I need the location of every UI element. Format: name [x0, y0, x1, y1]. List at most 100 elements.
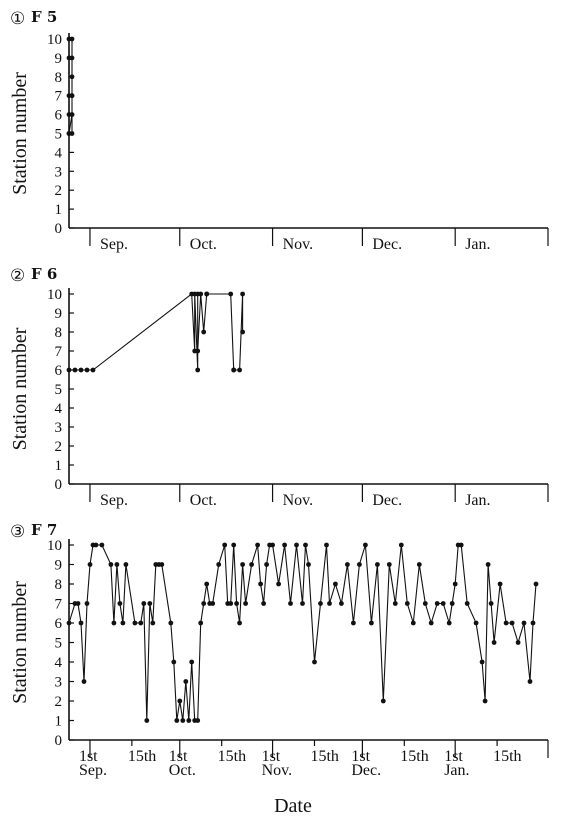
data-point	[234, 601, 240, 606]
data-point	[482, 698, 488, 704]
data-point	[168, 620, 174, 626]
data-point	[416, 562, 422, 567]
data-point	[434, 601, 440, 606]
y-tick-label: 9	[55, 558, 63, 574]
y-axis-label: Station number	[9, 327, 31, 450]
data-point	[464, 601, 470, 606]
data-point	[198, 620, 204, 626]
month-label: Sep.	[79, 762, 107, 779]
data-point	[288, 601, 293, 606]
data-point	[222, 542, 228, 548]
data-point	[306, 562, 311, 567]
data-point	[186, 718, 192, 723]
data-point	[120, 620, 126, 626]
data-point	[189, 659, 195, 665]
y-tick-label: 2	[55, 183, 63, 199]
data-point	[282, 542, 287, 548]
panel-title: F 5	[31, 8, 57, 26]
data-point	[69, 112, 75, 117]
y-tick-label: 1	[55, 714, 63, 730]
y-tick-label: 2	[55, 439, 63, 455]
data-point	[177, 698, 183, 704]
data-point	[243, 601, 249, 606]
y-tick-label: 10	[47, 32, 62, 48]
data-point	[72, 367, 78, 373]
data-point	[195, 348, 201, 354]
month-label: Oct.	[169, 762, 196, 779]
data-point	[440, 601, 446, 606]
data-point	[240, 562, 246, 567]
data-point	[479, 659, 485, 665]
chart-panel-f5: ① F 5 0 1 2 3 4 5 6 7 8 9 10 Station number Sep. Oct.…	[9, 8, 549, 253]
data-point	[428, 620, 434, 626]
day-label: 1st	[351, 748, 370, 765]
mid-month-label: 15th	[400, 748, 428, 765]
data-point	[255, 542, 260, 548]
data-point	[515, 640, 521, 645]
month-label: Jan.	[465, 492, 490, 509]
month-label: Nov.	[283, 236, 314, 253]
data-point	[270, 542, 275, 548]
data-point	[458, 542, 464, 548]
panel-title: F 7	[31, 521, 57, 539]
data-point	[392, 601, 398, 606]
month-label: Jan.	[444, 762, 469, 779]
data-point	[491, 640, 497, 645]
data-point	[228, 291, 234, 297]
data-point	[503, 620, 509, 626]
data-point	[485, 562, 491, 567]
data-point	[488, 601, 494, 606]
data-point	[204, 581, 210, 587]
data-point	[171, 659, 177, 665]
data-point	[123, 562, 129, 567]
data-point	[249, 562, 255, 567]
y-tick-label: 7	[55, 344, 63, 360]
series-line	[69, 292, 244, 371]
data-point	[117, 601, 123, 606]
panel-number: ①	[10, 9, 25, 29]
data-point	[228, 601, 234, 606]
data-point	[147, 601, 153, 606]
data-point	[183, 679, 189, 684]
data-point	[318, 601, 323, 606]
month-label: Oct.	[190, 236, 217, 253]
day-label: 1st	[444, 748, 463, 765]
y-tick-label: 4	[55, 655, 63, 671]
data-point	[276, 581, 281, 587]
data-point	[180, 718, 186, 723]
data-point	[339, 601, 344, 606]
data-point	[446, 620, 452, 626]
y-tick-label: 3	[55, 420, 63, 436]
data-point	[141, 601, 147, 606]
data-point	[108, 562, 114, 567]
data-point	[473, 620, 479, 626]
data-point	[87, 562, 93, 567]
data-point	[75, 601, 81, 606]
y-tick-label: 1	[55, 458, 63, 474]
data-point	[449, 601, 455, 606]
data-point	[90, 367, 96, 373]
data-point	[138, 620, 144, 626]
chart-panel-f7: ③ F 7 Date 0 1 2 3 4 5 6 7 8 9 10 Station number Sep…	[9, 521, 549, 816]
data-point	[231, 542, 237, 548]
data-point	[84, 601, 90, 606]
series-line	[68, 544, 537, 722]
y-tick-label: 7	[55, 597, 63, 613]
x-axis-label: Date	[274, 795, 312, 816]
month-label: Dec.	[372, 492, 402, 509]
mid-month-label: 15th	[310, 748, 338, 765]
data-point	[300, 601, 305, 606]
data-point	[303, 542, 308, 548]
y-tick-label: 6	[55, 108, 63, 124]
data-point	[174, 718, 180, 723]
y-tick-label: 5	[55, 382, 63, 398]
data-point	[404, 601, 410, 606]
data-point	[69, 36, 75, 42]
y-axis-label: Station number	[9, 581, 31, 704]
y-tick-label: 10	[47, 287, 62, 303]
data-point	[240, 291, 246, 297]
data-point	[231, 367, 237, 373]
data-point	[204, 291, 210, 297]
data-point	[521, 620, 527, 626]
